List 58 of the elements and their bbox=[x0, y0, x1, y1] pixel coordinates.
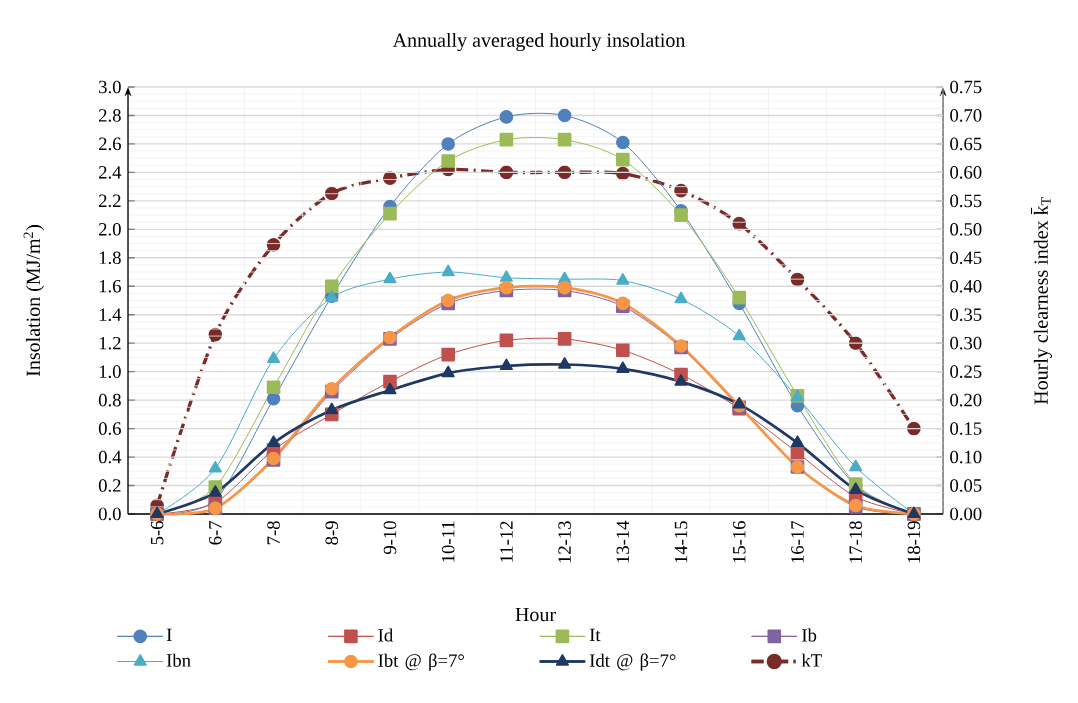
x-tick-label: 14-15 bbox=[674, 521, 688, 563]
x-tick-label: 17-18 bbox=[849, 521, 862, 563]
legend-label: Idt @ β=7° bbox=[589, 653, 676, 671]
x-tick-label: 8-9 bbox=[325, 521, 339, 545]
y2-tick-label: 0.75 bbox=[950, 80, 982, 94]
y-tick-label: 0.4 bbox=[98, 450, 122, 464]
y-tick-label: 1.4 bbox=[99, 308, 122, 322]
y2-tick-label: 0.65 bbox=[950, 137, 982, 151]
x-tick-label: 12-13 bbox=[558, 521, 571, 563]
chart-title: Annually averaged hourly insolation bbox=[392, 32, 686, 52]
y-tick-label: 2.2 bbox=[99, 194, 121, 208]
x-tick-label: 11-12 bbox=[500, 521, 513, 562]
legend-label: Ibt @ β=7° bbox=[378, 653, 464, 671]
x-tick-label: 6-7 bbox=[209, 521, 222, 545]
x-tick-label: 10-11 bbox=[441, 521, 455, 562]
y-tick-label: 0.2 bbox=[98, 479, 121, 492]
y-tick-label: 0.0 bbox=[98, 507, 121, 521]
y-tick-label: 0.6 bbox=[98, 422, 121, 435]
y-tick-label: 1.6 bbox=[99, 279, 121, 293]
legend-label: I bbox=[166, 628, 172, 642]
legend-label: Ibn bbox=[166, 653, 191, 667]
y2-tick-label: 0.20 bbox=[950, 393, 982, 407]
y-tick-label: 2.6 bbox=[99, 137, 121, 151]
y-axis-title: Insolation (MJ/m$^{2}$) bbox=[23, 225, 45, 377]
y2-tick-label: 0.60 bbox=[950, 166, 982, 179]
y2-tick-label: 0.55 bbox=[950, 194, 982, 208]
y2-tick-label: 0.70 bbox=[950, 109, 982, 122]
x-tick-label: 13-14 bbox=[616, 520, 630, 563]
y-tick-label: 2.4 bbox=[99, 166, 122, 179]
y2-axis-title: Hourly clearness index k̄$_{T}$ bbox=[1031, 197, 1052, 405]
x-tick-label: 16-17 bbox=[791, 521, 804, 563]
y-tick-label: 1.2 bbox=[99, 336, 121, 350]
y2-tick-label: 0.15 bbox=[950, 422, 982, 435]
y2-tick-label: 0.35 bbox=[950, 308, 982, 322]
y2-tick-label: 0.00 bbox=[950, 507, 982, 521]
y2-tick-label: 0.50 bbox=[950, 222, 982, 236]
y2-tick-label: 0.25 bbox=[950, 365, 982, 379]
legend-label: Ib bbox=[802, 628, 817, 642]
y-tick-label: 1.0 bbox=[99, 365, 121, 378]
legend-label: kT bbox=[801, 653, 822, 667]
y2-tick-label: 0.45 bbox=[950, 251, 982, 265]
x-axis-title: Hour bbox=[515, 608, 556, 622]
legend-label: Id bbox=[378, 628, 393, 642]
y2-tick-label: 0.10 bbox=[950, 450, 982, 464]
y-tick-label: 2.0 bbox=[99, 222, 121, 236]
y2-tick-label: 0.05 bbox=[950, 479, 982, 492]
y2-tick-label: 0.40 bbox=[950, 279, 982, 293]
y-tick-label: 1.8 bbox=[99, 251, 121, 265]
y-tick-label: 2.8 bbox=[99, 109, 121, 122]
y-tick-label: 3.0 bbox=[99, 80, 121, 94]
y2-tick-label: 0.30 bbox=[950, 336, 982, 350]
x-tick-label: 15-16 bbox=[732, 521, 746, 563]
legend-label: It bbox=[589, 628, 601, 642]
x-tick-label: 5-6 bbox=[150, 521, 164, 545]
x-tick-label: 9-10 bbox=[383, 521, 397, 555]
y-tick-label: 0.8 bbox=[98, 393, 121, 407]
x-tick-label: 18-19 bbox=[907, 521, 921, 563]
x-tick-label: 7-8 bbox=[267, 521, 280, 545]
